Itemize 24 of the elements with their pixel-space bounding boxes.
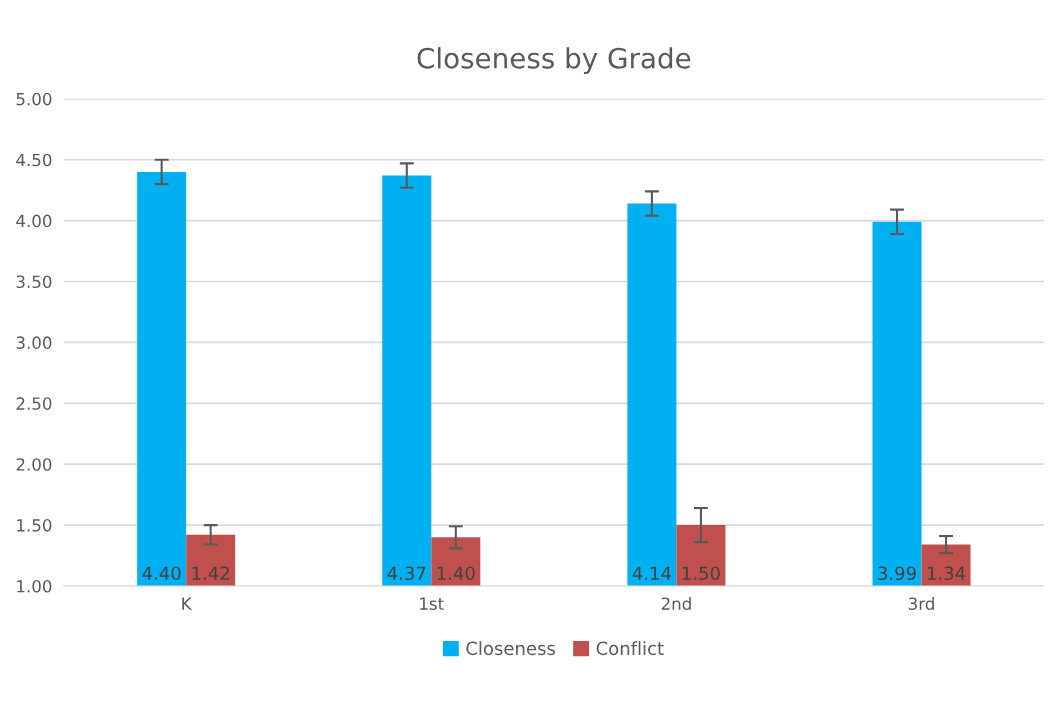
y-tick-label: 1.00 — [17, 579, 52, 593]
y-tick-label: 4.50 — [16, 153, 52, 167]
data-label: 4.14 — [632, 566, 671, 580]
data-label: 1.42 — [192, 566, 229, 580]
legend-label: Conflict — [596, 641, 664, 656]
x-tick-label: 2nd — [661, 597, 691, 610]
data-label: 4.37 — [387, 566, 426, 581]
y-tick-label: 5.00 — [16, 92, 52, 106]
y-tick-label: 4.00 — [16, 214, 52, 228]
data-label: 1.34 — [927, 566, 966, 581]
data-label: 1.50 — [682, 566, 720, 581]
y-tick-label: 2.00 — [16, 458, 52, 471]
y-tick-label: 2.50 — [16, 397, 52, 410]
y-tick-label: 1.50 — [17, 519, 52, 532]
data-label: 4.40 — [142, 566, 181, 581]
data-label: 1.40 — [437, 566, 475, 581]
x-tick-label: K — [182, 597, 192, 610]
y-tick-label: 3.00 — [16, 336, 52, 349]
data-label: 3.99 — [878, 566, 916, 581]
chart-title: Closeness by Grade — [417, 47, 691, 75]
x-tick-label: 3rd — [908, 597, 934, 610]
y-tick-label: 3.50 — [16, 275, 52, 289]
legend-label: Closeness — [466, 641, 555, 656]
x-tick-label: 1st — [420, 597, 444, 610]
